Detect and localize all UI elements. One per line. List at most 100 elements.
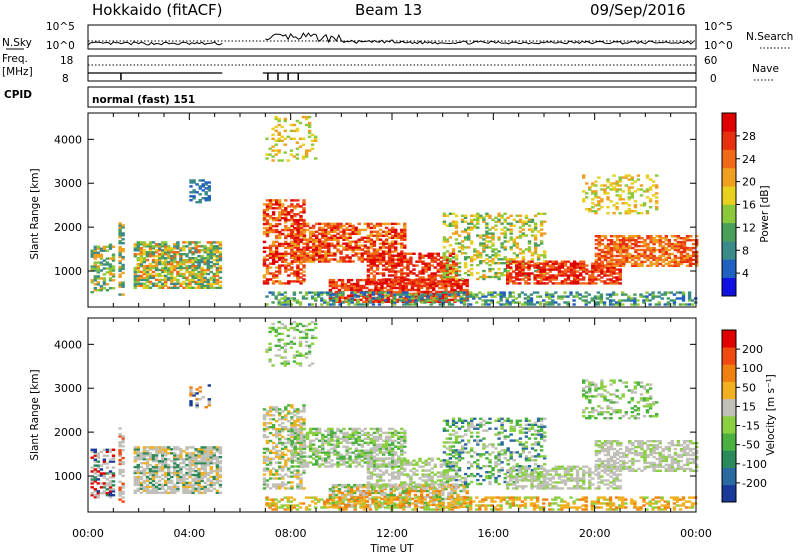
power-cell <box>470 258 474 261</box>
power-cell <box>195 191 199 194</box>
power-cell <box>290 232 294 236</box>
power-cell <box>688 235 693 238</box>
power-cell <box>476 264 480 267</box>
power-cell <box>389 294 393 298</box>
power-cell <box>655 202 659 205</box>
velocity-cell <box>215 471 220 475</box>
power-cell <box>622 260 626 264</box>
power-cell <box>302 228 307 232</box>
power-cell <box>403 258 407 261</box>
power-cell <box>374 298 378 302</box>
power-cell <box>685 235 690 238</box>
power-cell <box>600 268 604 271</box>
velocity-cell <box>133 471 137 475</box>
power-cell <box>324 238 328 241</box>
power-cell <box>108 277 113 280</box>
velocity-cell <box>179 462 183 465</box>
power-cell <box>377 291 382 294</box>
power-cell <box>609 258 614 262</box>
power-cell <box>387 230 392 233</box>
power-cell <box>262 203 267 206</box>
velocity-cell <box>96 482 100 485</box>
power-cell <box>503 248 507 251</box>
power-cell <box>448 258 453 261</box>
power-cell <box>533 228 538 231</box>
power-cell <box>200 278 204 282</box>
power-cell <box>151 264 156 268</box>
power-cell <box>634 239 638 242</box>
power-cell <box>296 276 300 279</box>
power-cell <box>375 266 380 269</box>
power-cell <box>588 210 592 213</box>
power-cell <box>429 299 433 302</box>
power-cell <box>451 220 456 223</box>
power-cell <box>421 256 425 259</box>
power-cell <box>429 303 433 306</box>
power-cell <box>335 297 339 300</box>
power-cell <box>342 238 346 241</box>
power-cell <box>362 296 366 300</box>
power-cell <box>467 226 471 229</box>
power-cell <box>398 286 402 290</box>
velocity-cell <box>102 460 107 463</box>
power-cell <box>672 293 677 296</box>
velocity-cell <box>194 456 198 459</box>
power-cell <box>619 254 623 258</box>
power-cell <box>384 238 389 241</box>
velocity-cell <box>164 458 168 461</box>
power-cell <box>497 220 501 223</box>
power-cell <box>287 244 291 248</box>
power-cell <box>640 240 644 244</box>
power-cell <box>649 252 653 256</box>
power-cell <box>485 212 489 215</box>
power-cell <box>139 253 144 256</box>
power-cell <box>345 244 349 247</box>
power-cell <box>678 291 683 294</box>
power-cell <box>442 214 447 217</box>
power-cell <box>284 264 288 267</box>
power-cell <box>271 256 276 259</box>
power-cell <box>612 282 616 285</box>
power-cell <box>265 209 270 212</box>
velocity-cell <box>164 448 168 451</box>
velocity-cell <box>111 460 116 463</box>
power-cell <box>603 235 608 238</box>
power-cell <box>278 268 282 271</box>
power-cell <box>451 278 456 281</box>
velocity-cell <box>154 448 159 451</box>
power-cell <box>588 188 592 191</box>
velocity-cell <box>118 492 122 495</box>
power-cell <box>206 282 210 285</box>
power-cell <box>676 260 681 264</box>
velocity-cell <box>212 487 216 490</box>
power-cell <box>378 252 383 255</box>
power-cell <box>387 260 392 263</box>
power-cell <box>503 273 507 277</box>
power-cell <box>136 284 140 287</box>
power-cell <box>302 254 307 257</box>
power-cell <box>515 272 519 275</box>
power-colorbar-segment <box>722 131 736 150</box>
power-cell <box>457 269 462 273</box>
velocity-cell <box>198 386 202 389</box>
power-cell <box>599 295 604 298</box>
power-cell <box>287 226 291 230</box>
power-cell <box>630 297 634 300</box>
power-cell <box>594 278 598 281</box>
power-cell <box>345 228 349 232</box>
velocity-cell <box>136 456 140 459</box>
power-cell <box>557 303 561 306</box>
power-cell <box>615 208 619 211</box>
power-cell <box>167 272 171 276</box>
power-cell <box>625 244 629 248</box>
power-cell <box>515 282 519 285</box>
power-cell <box>591 210 595 213</box>
power-cell <box>148 253 153 256</box>
power-cell <box>342 260 346 263</box>
power-cell <box>539 240 544 243</box>
power-cell <box>372 270 377 273</box>
power-cell <box>105 257 110 260</box>
velocity-cell <box>262 408 267 411</box>
power-cell <box>615 244 620 248</box>
power-cell <box>206 257 210 260</box>
